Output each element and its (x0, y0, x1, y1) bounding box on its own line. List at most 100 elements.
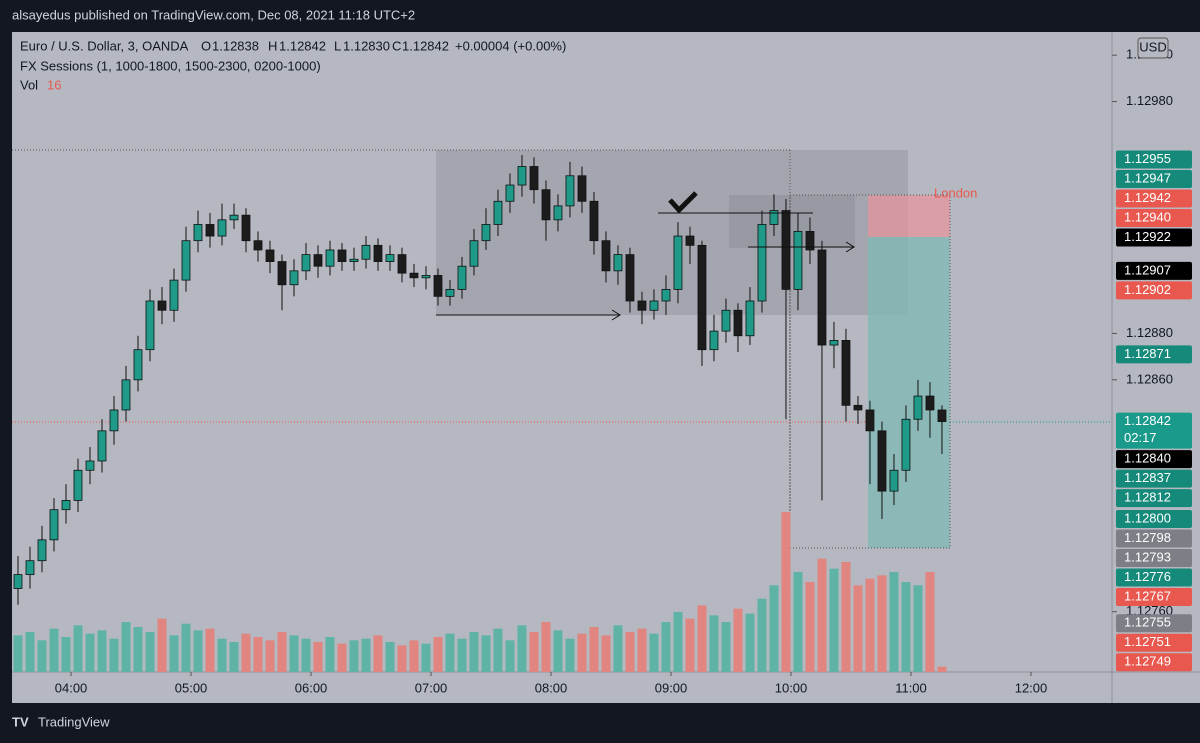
price-tag (1116, 469, 1192, 488)
candle-body (85, 460, 95, 471)
volume-bar (829, 568, 839, 672)
volume-bar (217, 638, 227, 672)
price-tag (1116, 587, 1192, 606)
x-tick-label: 08:00 (535, 680, 568, 695)
candle-body (769, 210, 779, 225)
stop-zone (868, 195, 950, 237)
candle-body (865, 409, 875, 432)
price-tag-label: 1.12798 (1124, 530, 1171, 545)
volume-bar (637, 628, 647, 672)
volume-bar (685, 618, 695, 672)
candle-body (301, 254, 311, 272)
candle-body (649, 300, 659, 311)
candle-body (37, 539, 47, 562)
legend-h-value: 1.12842 (279, 38, 326, 53)
candle-body (793, 231, 803, 290)
candle-body (169, 279, 179, 311)
volume-bar (337, 643, 347, 672)
volume-bar (541, 622, 551, 672)
candle-body (625, 254, 635, 302)
candle-body (709, 330, 719, 351)
volume-bar (781, 512, 791, 672)
volume-bar (577, 633, 587, 672)
candle-body (205, 224, 215, 237)
legend-l-value: 1.12830 (343, 38, 390, 53)
candle-body (241, 214, 251, 242)
candle-body (661, 288, 671, 302)
x-tick-label: 10:00 (775, 680, 808, 695)
volume-bar (361, 638, 371, 672)
volume-bar (181, 623, 191, 672)
volume-bar (277, 632, 287, 672)
volume-bar (721, 622, 731, 672)
price-tag (1116, 450, 1192, 469)
chart-background (12, 32, 1200, 703)
price-tag-label: 1.12922 (1124, 229, 1171, 244)
currency-button[interactable] (1137, 37, 1169, 59)
candle-body (373, 244, 383, 262)
price-tag-label: 1.12840 (1124, 451, 1171, 466)
volume-bar (193, 630, 203, 672)
candle-body (445, 288, 455, 297)
volume-bar (589, 627, 599, 672)
volume-bar (373, 635, 383, 672)
session-box (789, 194, 951, 549)
volume-bar (73, 625, 83, 672)
price-tag (1116, 261, 1192, 280)
volume-bar (469, 632, 479, 672)
legend-c: C (392, 38, 401, 53)
candle-body (433, 275, 443, 297)
volume-bar (301, 638, 311, 672)
volume-bar (241, 633, 251, 672)
price-tag (1116, 150, 1192, 169)
session-label: London (934, 185, 977, 200)
volume-bar (733, 608, 743, 672)
arrow-head (611, 309, 621, 321)
checkmark (668, 191, 698, 214)
price-tag (1116, 509, 1192, 528)
price-tag-label: 1.12800 (1124, 510, 1171, 525)
price-tag (1116, 633, 1192, 652)
price-tag-label: 1.12767 (1124, 588, 1171, 603)
x-tick-label: 05:00 (175, 680, 208, 695)
price-tag-label: 1.12955 (1124, 151, 1171, 166)
candle-body (193, 224, 203, 242)
price-tag-label: 1.12749 (1124, 654, 1171, 669)
candle-body (529, 166, 539, 191)
candle-body (385, 254, 395, 262)
candle-body (397, 254, 407, 274)
candle-body (841, 340, 851, 406)
x-tick-label: 04:00 (55, 680, 88, 695)
price-tag-label: 1.12812 (1124, 490, 1171, 505)
candle-body (541, 189, 551, 221)
volume-bar (493, 628, 503, 672)
candle-body (49, 509, 59, 541)
volume-bar (925, 572, 935, 672)
volume-bar (109, 638, 119, 672)
volume-bar (13, 635, 23, 672)
legend-l: L (334, 38, 341, 53)
legend-o-value: 1.12838 (212, 38, 259, 53)
volume-bar (901, 582, 911, 672)
volume-bar (517, 625, 527, 672)
volume-bar (289, 635, 299, 672)
price-tag-label: 1.12907 (1124, 262, 1171, 277)
top-bar-text: alsayedus published on TradingView.com, … (12, 7, 415, 22)
price-tag (1116, 281, 1192, 300)
price-tag (1116, 189, 1192, 208)
price-tag-label: 1.12947 (1124, 170, 1171, 185)
volume-bar (397, 645, 407, 672)
x-tick-label: 09:00 (655, 680, 688, 695)
candle-body (217, 219, 227, 237)
price-tag-label: 1.12842 (1124, 413, 1171, 428)
volume-bar (37, 640, 47, 672)
candle-body (109, 409, 119, 432)
price-tag (1116, 489, 1192, 508)
legend: Euro / U.S. Dollar, 3, OANDA O 1.12838 H… (20, 38, 566, 92)
currency[interactable]: USD (1139, 39, 1166, 54)
volume-bar (565, 638, 575, 672)
candle-body (733, 309, 743, 337)
volume-bar (937, 666, 947, 672)
volume-bar (49, 628, 59, 672)
